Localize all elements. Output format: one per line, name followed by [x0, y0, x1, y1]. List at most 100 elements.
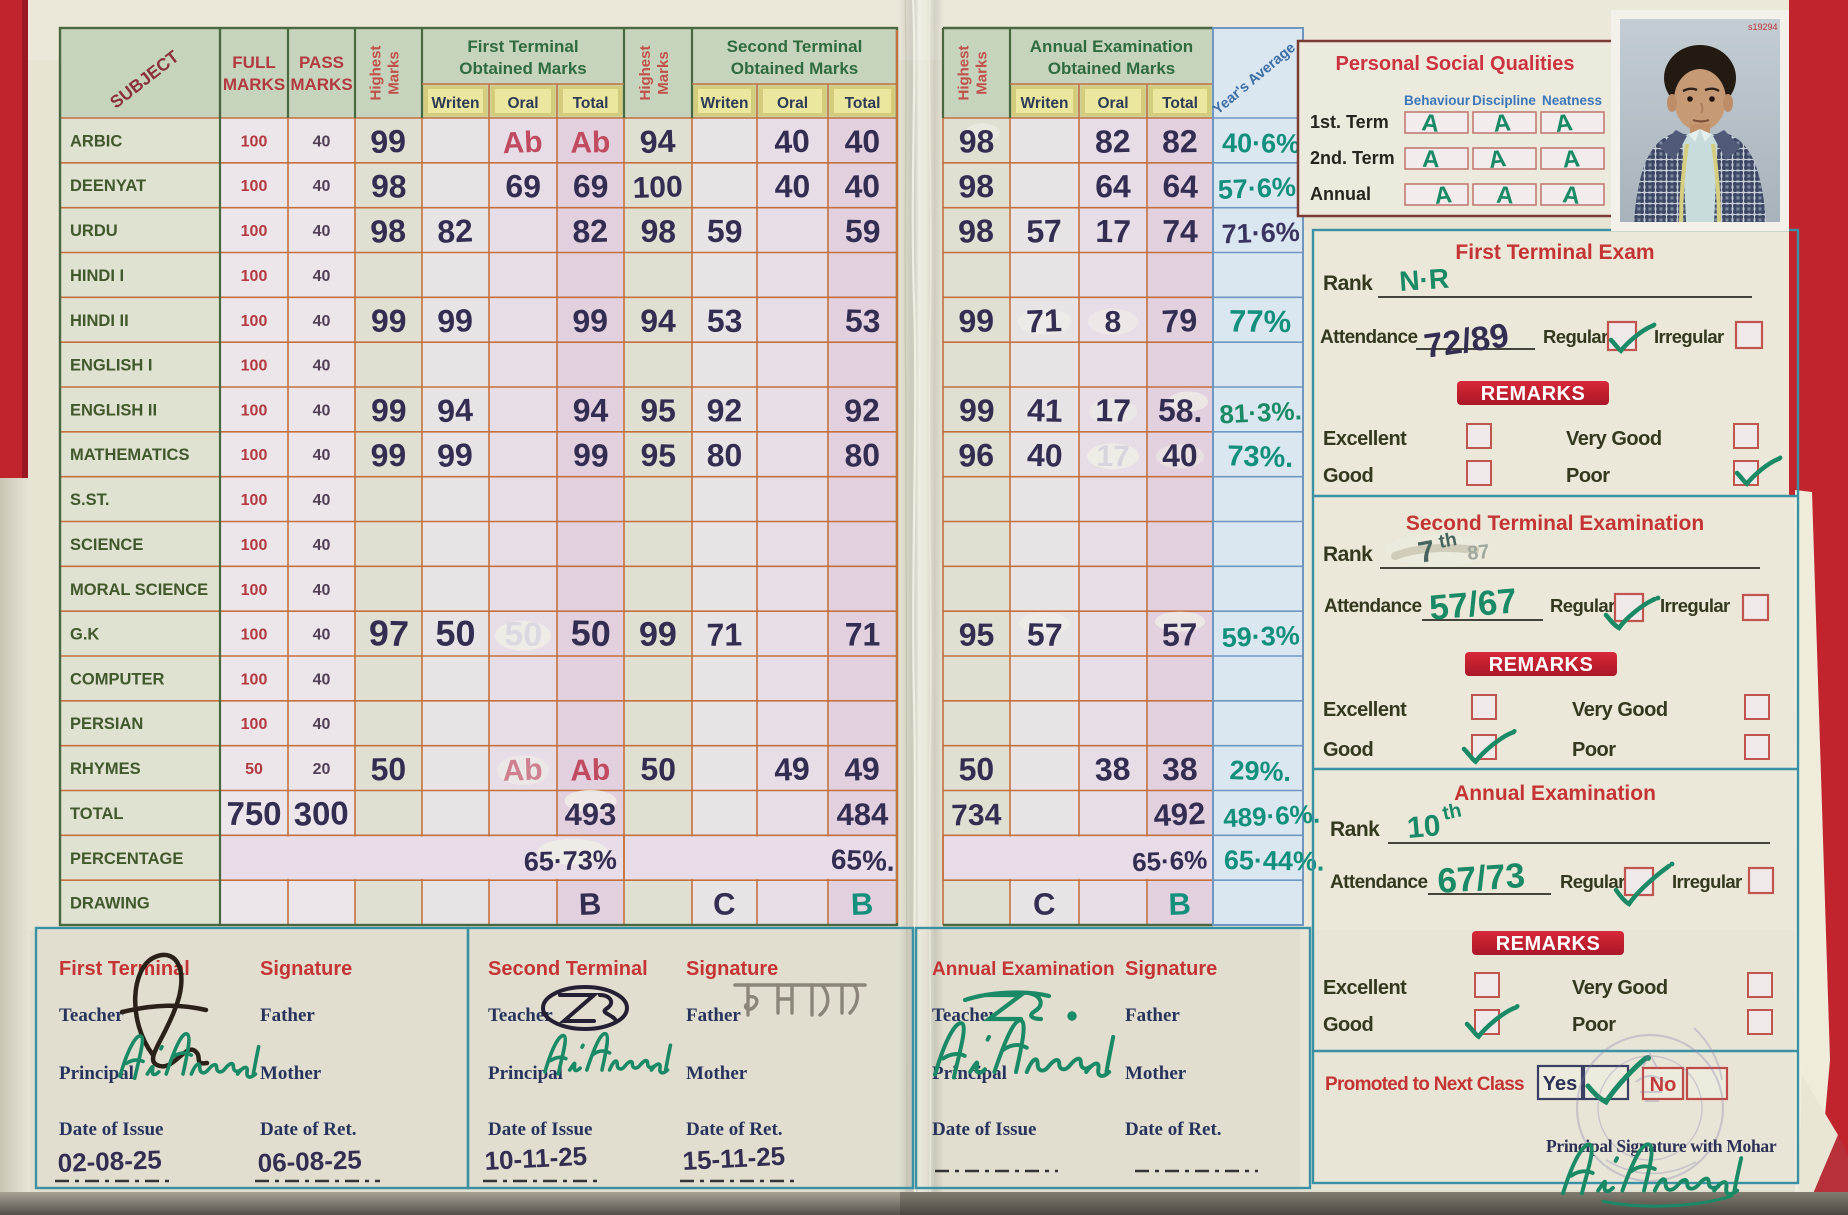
svg-text:Very Good: Very Good	[1566, 428, 1662, 450]
svg-text:49: 49	[773, 750, 810, 788]
svg-text:Good: Good	[1323, 465, 1373, 487]
svg-text:98: 98	[959, 123, 995, 159]
svg-text:Rank: Rank	[1330, 818, 1380, 841]
svg-text:81·3%.: 81·3%.	[1219, 395, 1303, 429]
svg-text:ENGLISH I: ENGLISH I	[70, 357, 153, 375]
svg-text:1st. Term: 1st. Term	[1310, 112, 1389, 132]
svg-text:50: 50	[370, 751, 406, 787]
svg-text:Principal: Principal	[488, 1063, 563, 1084]
svg-text:29%.: 29%.	[1229, 755, 1291, 787]
svg-text:38: 38	[1094, 750, 1131, 787]
svg-text:Marks: Marks	[655, 51, 672, 94]
svg-text:97: 97	[368, 612, 409, 654]
svg-text:40: 40	[313, 582, 331, 599]
svg-text:20: 20	[313, 761, 331, 778]
svg-text:98: 98	[370, 212, 407, 249]
svg-text:Signature: Signature	[686, 958, 778, 980]
svg-text:Irregular: Irregular	[1654, 326, 1724, 347]
svg-text:REMARKS: REMARKS	[1489, 654, 1594, 676]
svg-text:th: th	[1437, 529, 1458, 553]
svg-text:Poor: Poor	[1566, 465, 1610, 487]
svg-text:REMARKS: REMARKS	[1481, 383, 1586, 405]
svg-text:71: 71	[706, 616, 742, 653]
svg-text:Highest: Highest	[637, 45, 654, 100]
svg-text:B: B	[1168, 886, 1191, 922]
svg-text:49: 49	[843, 750, 880, 788]
svg-text:HINDI II: HINDI II	[70, 312, 129, 330]
svg-text:Date of Ret.: Date of Ret.	[1125, 1119, 1222, 1140]
svg-text:59·3%: 59·3%	[1221, 620, 1300, 653]
svg-text:94: 94	[573, 392, 609, 428]
svg-text:MARKS: MARKS	[223, 75, 285, 94]
svg-text:Teacher: Teacher	[59, 1005, 124, 1026]
svg-text:DEENYAT: DEENYAT	[70, 177, 146, 195]
svg-text:99: 99	[371, 302, 407, 339]
svg-text:ENGLISH II: ENGLISH II	[70, 401, 157, 419]
svg-text:40: 40	[313, 627, 331, 644]
svg-text:A: A	[1422, 146, 1440, 173]
svg-text:99: 99	[370, 437, 406, 473]
svg-text:ARBIC: ARBIC	[70, 132, 122, 150]
svg-text:99: 99	[436, 436, 473, 474]
svg-text:Signature: Signature	[260, 958, 352, 980]
svg-text:300: 300	[293, 794, 349, 833]
svg-text:PASS: PASS	[299, 53, 344, 72]
svg-text:79: 79	[1161, 302, 1198, 340]
svg-text:100: 100	[632, 170, 683, 205]
svg-text:First Terminal Exam: First Terminal Exam	[1455, 241, 1654, 264]
svg-text:Total: Total	[845, 95, 881, 112]
svg-text:PERCENTAGE: PERCENTAGE	[70, 850, 183, 868]
svg-text:59: 59	[707, 213, 743, 250]
svg-text:Discipline: Discipline	[1472, 93, 1536, 108]
svg-text:10: 10	[1406, 809, 1442, 845]
svg-text:8: 8	[1104, 306, 1121, 339]
svg-text:th: th	[1440, 799, 1463, 824]
svg-text:Teacher: Teacher	[932, 1005, 997, 1026]
svg-text:38: 38	[1162, 751, 1198, 788]
svg-text:Obtained Marks: Obtained Marks	[731, 59, 859, 78]
svg-text:41: 41	[1026, 392, 1063, 429]
svg-text:No: No	[1650, 1074, 1677, 1096]
svg-text:Annual: Annual	[1310, 184, 1371, 204]
svg-text:Irregular: Irregular	[1660, 595, 1730, 616]
svg-text:74: 74	[1162, 213, 1198, 249]
svg-text:95: 95	[640, 392, 676, 428]
svg-text:40: 40	[313, 358, 331, 375]
svg-text:Good: Good	[1323, 739, 1373, 761]
svg-text:MARKS: MARKS	[290, 75, 352, 94]
svg-text:40: 40	[313, 313, 331, 330]
svg-text:92: 92	[706, 392, 742, 428]
svg-text:Ab: Ab	[570, 754, 611, 788]
svg-text:PERSIAN: PERSIAN	[70, 715, 143, 733]
svg-text:Poor: Poor	[1572, 739, 1616, 761]
svg-text:Poor: Poor	[1572, 1014, 1616, 1036]
svg-text:100: 100	[241, 716, 268, 733]
svg-text:Oral: Oral	[1097, 95, 1128, 112]
svg-text:734: 734	[951, 798, 1002, 832]
svg-text:Marks: Marks	[386, 51, 403, 94]
svg-text:98: 98	[640, 213, 677, 250]
svg-text:99: 99	[437, 302, 474, 339]
svg-text:82: 82	[1162, 123, 1198, 160]
svg-text:100: 100	[241, 313, 268, 330]
svg-text:99: 99	[371, 392, 407, 429]
svg-text:Annual Examination: Annual Examination	[932, 959, 1115, 980]
svg-text:Principal: Principal	[59, 1063, 134, 1084]
svg-text:40: 40	[844, 168, 881, 205]
svg-text:Regular: Regular	[1560, 871, 1625, 892]
svg-text:40: 40	[313, 223, 331, 240]
svg-text:82: 82	[572, 213, 609, 250]
svg-text:Yes: Yes	[1543, 1073, 1577, 1095]
svg-text:65%.: 65%.	[830, 844, 895, 877]
svg-text:65·73%: 65·73%	[523, 845, 617, 877]
svg-text:53: 53	[707, 303, 743, 339]
svg-text:FULL: FULL	[232, 53, 275, 72]
svg-text:Second Terminal: Second Terminal	[488, 958, 648, 980]
svg-text:A: A	[1433, 181, 1453, 210]
svg-text:A: A	[1492, 109, 1512, 137]
svg-text:Attendance: Attendance	[1320, 327, 1417, 348]
svg-text:40: 40	[313, 268, 331, 285]
svg-text:S.ST.: S.ST.	[70, 491, 109, 509]
svg-text:Oral: Oral	[777, 95, 808, 112]
svg-text:Excellent: Excellent	[1323, 699, 1407, 721]
